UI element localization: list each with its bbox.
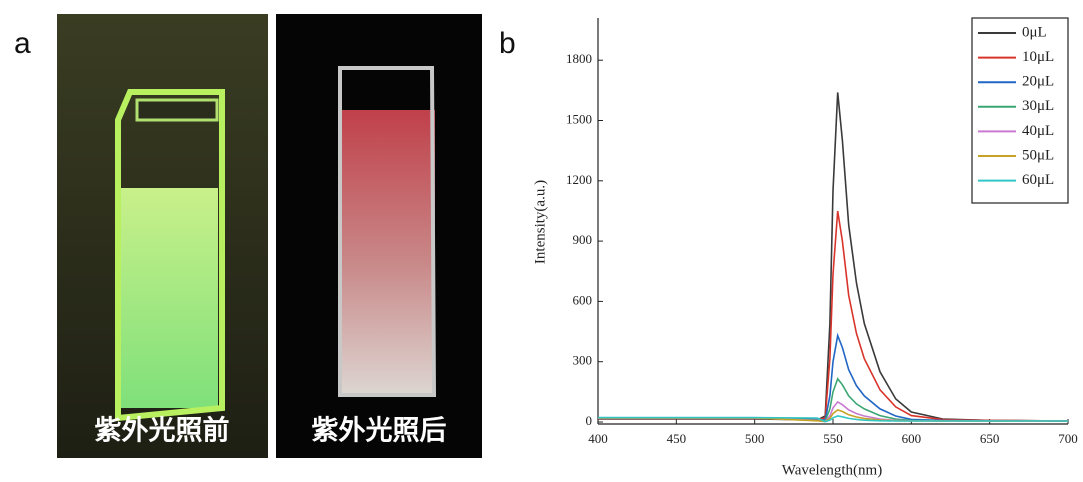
- legend-label: 60μL: [1022, 172, 1054, 188]
- line: [598, 211, 1068, 421]
- y-tick-label: 300: [573, 353, 593, 368]
- photo: [57, 14, 268, 458]
- photo: [276, 14, 482, 458]
- y-tick-label: 0: [586, 413, 593, 428]
- y-tick-label: 1800: [566, 51, 592, 66]
- legend-label: 40μL: [1022, 123, 1054, 139]
- photo-caption: 紫外光照后: [312, 416, 447, 447]
- legend-label: 30μL: [1022, 98, 1054, 114]
- legend-label: 50μL: [1022, 147, 1054, 163]
- legend-label: 0μL: [1022, 24, 1047, 40]
- x-tick-label: 600: [902, 431, 922, 446]
- y-axis-label: Intensity(a.u.): [532, 180, 548, 264]
- x-tick-label: 650: [980, 431, 1000, 446]
- photo-caption: 紫外光照前: [95, 415, 230, 447]
- y-tick-label: 1500: [566, 111, 592, 126]
- panel-label: b: [499, 27, 516, 60]
- x-tick-label: 450: [667, 431, 687, 446]
- y-tick-label: 1200: [566, 172, 592, 187]
- x-tick-label: 550: [823, 431, 843, 446]
- x-tick-label: 400: [588, 431, 608, 446]
- y-tick-label: 900: [573, 232, 593, 247]
- panel-label: a: [14, 27, 31, 60]
- x-tick-label: 700: [1058, 431, 1078, 446]
- x-axis-label: Wavelength(nm): [782, 462, 882, 478]
- y-tick-label: 600: [573, 292, 593, 307]
- legend-label: 20μL: [1022, 74, 1054, 90]
- figure: a 紫外光照前 紫外光照后 b Wavelength(nm) Intensity…: [0, 0, 1083, 482]
- legend-label: 10μL: [1022, 49, 1054, 65]
- x-tick-label: 500: [745, 431, 765, 446]
